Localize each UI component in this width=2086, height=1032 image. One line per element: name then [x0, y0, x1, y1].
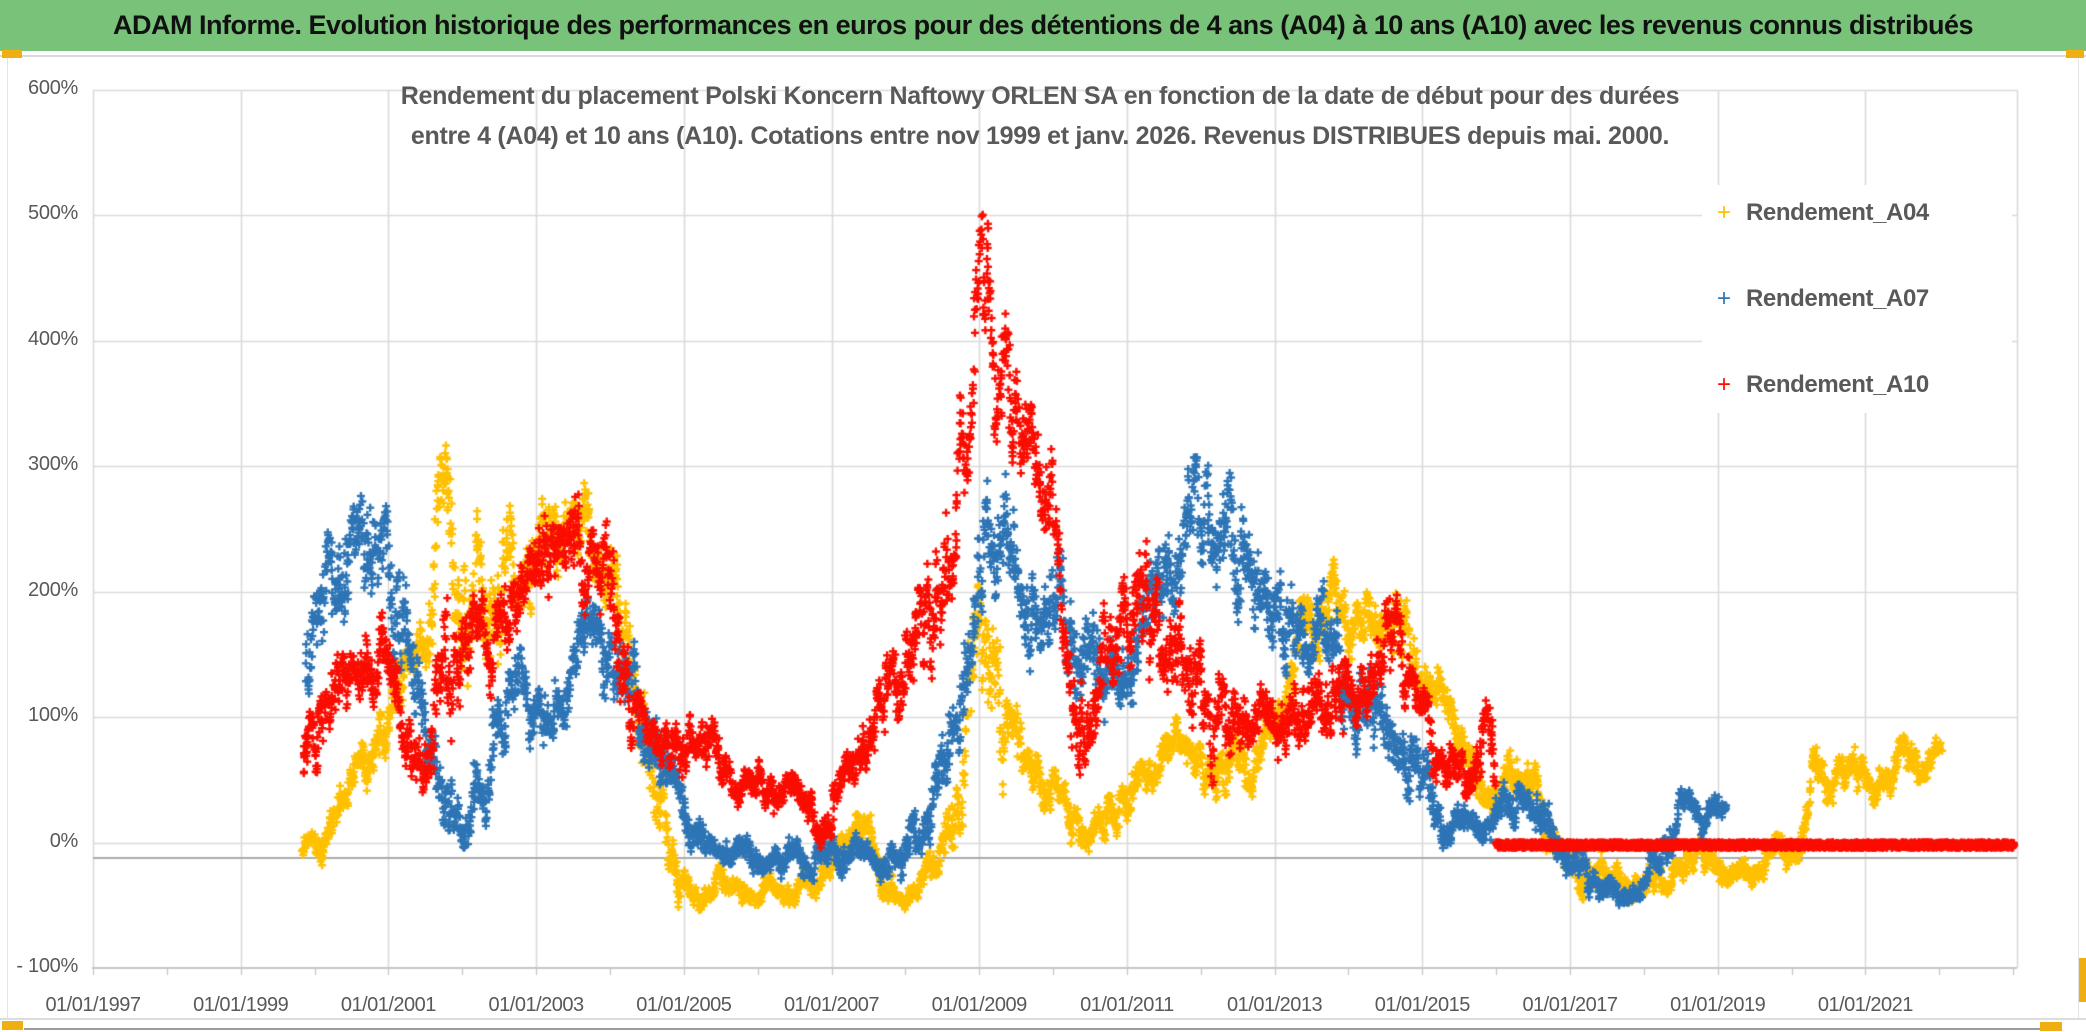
y-tick-label: 100%	[28, 704, 78, 727]
chart-title-line1: Rendement du placement Polski Koncern Na…	[400, 82, 1680, 110]
y-tick-label: 400%	[28, 327, 78, 350]
x-tick-label: 01/01/2021	[1817, 994, 1914, 1016]
legend-item-rendement_a10[interactable]: + Rendement_A10	[1702, 371, 2012, 399]
chart-title-line2: entre 4 (A04) et 10 ans (A10). Cotations…	[410, 122, 1670, 150]
y-tick-label: 600%	[28, 76, 78, 99]
footer-rule-dark	[24, 1028, 2042, 1030]
legend-item-label: Rendement_A07	[1746, 285, 1929, 312]
gold-corner-accent	[2, 1021, 23, 1030]
y-tick-label: 0%	[49, 829, 79, 852]
gold-corner-accent	[2, 50, 22, 58]
legend: + Rendement_A04 + Rendement_A07 + Rendement_A…	[1702, 185, 2012, 413]
y-tick-label: 300%	[28, 453, 78, 476]
x-tick-label: 01/01/2013	[1227, 994, 1323, 1016]
x-tick-label: 01/01/2009	[931, 994, 1028, 1016]
gold-corner-accent	[2066, 50, 2084, 58]
legend-plus-marker-icon: +	[1716, 285, 1731, 312]
x-tick-label: 01/01/2001	[340, 994, 437, 1016]
gold-corner-accent	[2040, 1022, 2062, 1031]
x-tick-label: 01/01/2017	[1522, 994, 1618, 1016]
legend-item-rendement_a07[interactable]: + Rendement_A07	[1702, 285, 2012, 313]
legend-item-rendement_a04[interactable]: + Rendement_A04	[1702, 199, 2012, 227]
legend-plus-marker-icon: +	[1716, 371, 1731, 398]
x-tick-label: 01/01/2011	[1080, 994, 1174, 1016]
x-tick-label: 01/01/1999	[193, 994, 289, 1016]
gold-edge-accent	[2079, 958, 2086, 1002]
x-tick-label: 01/01/2005	[636, 994, 732, 1016]
x-tick-label: 01/01/2007	[783, 994, 880, 1016]
legend-item-label: Rendement_A10	[1746, 371, 1929, 398]
y-tick-label: - 100%	[16, 954, 78, 977]
x-tick-label: 01/01/1997	[45, 994, 141, 1016]
legend-plus-marker-icon: +	[1716, 199, 1731, 226]
x-tick-label: 01/01/2015	[1374, 994, 1471, 1016]
footer-rule-light	[0, 1018, 2086, 1020]
y-tick-label: 500%	[28, 202, 78, 225]
y-tick-label: 200%	[28, 578, 78, 601]
x-tick-label: 01/01/2003	[488, 994, 585, 1016]
x-tick-label: 01/01/2019	[1670, 994, 1766, 1016]
legend-item-label: Rendement_A04	[1746, 199, 1929, 226]
